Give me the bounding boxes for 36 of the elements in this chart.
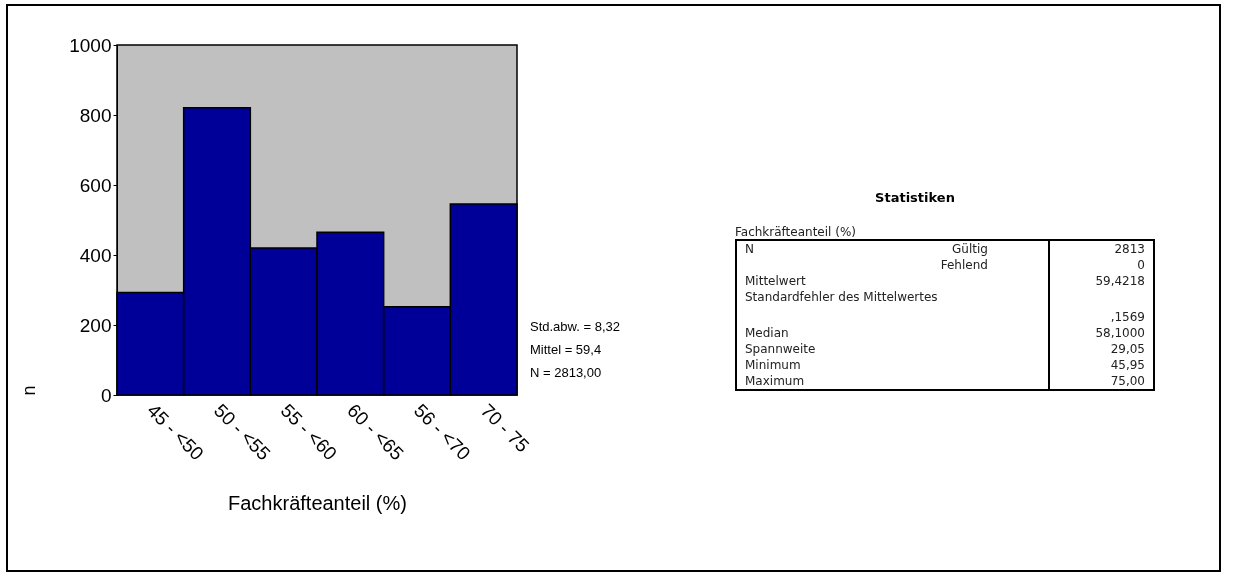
text: Spannweite [744, 341, 817, 357]
text: Std.abw. = 8,32 [530, 318, 620, 336]
text: 29,05 [1048, 341, 1154, 357]
text: 59,4218 [1048, 273, 1154, 289]
text: Minimum [744, 357, 802, 373]
x-tick-label: 55 - <60 [276, 399, 342, 465]
text: N [744, 241, 755, 257]
x-tick-label: 56 - <70 [409, 399, 475, 465]
x-tick-label: 50 - <55 [209, 399, 275, 465]
y-tick-label: 800 [79, 104, 112, 126]
text: Mittel = 59,4 [530, 341, 603, 359]
text: Fehlend [939, 257, 989, 273]
x-tick-label: 60 - <65 [343, 399, 408, 465]
x-tick-label: 70 - 75 [476, 399, 534, 457]
text: Mittelwert [744, 273, 807, 289]
y-tick-label: 0 [100, 384, 112, 406]
y-tick-label: 200 [79, 314, 112, 336]
text: 45,95 [1048, 357, 1154, 373]
text: 0 [1048, 257, 1154, 273]
y-tick-label: 400 [79, 244, 112, 266]
x-axis-title: Fachkräfteanteil (%) [228, 492, 407, 515]
text: 2813 [1048, 240, 1154, 257]
text: Median [744, 325, 790, 341]
text: 75,00 [1048, 373, 1154, 390]
y-tick-label: 600 [79, 174, 112, 196]
text: Fachkräfteanteil (%) [735, 225, 857, 239]
x-tick-label: 45 - <50 [143, 399, 208, 465]
y-axis-title: n [19, 385, 40, 396]
text: N = 2813,00 [530, 364, 603, 382]
text: Statistiken [874, 190, 956, 205]
text: Gültig [951, 241, 989, 257]
text: ,1569 [1048, 289, 1154, 325]
y-tick-label: 1000 [69, 34, 112, 56]
text: 58,1000 [1048, 325, 1154, 341]
text: Standardfehler des Mittelwertes [744, 289, 939, 306]
text: Maximum [744, 373, 806, 390]
